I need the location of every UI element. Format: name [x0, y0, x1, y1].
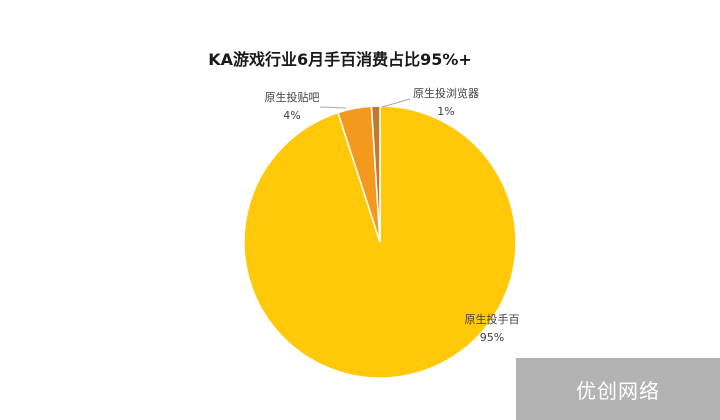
- leader-line: [381, 98, 411, 108]
- watermark: 优创网络: [516, 358, 720, 420]
- slice-value-label: 4%: [283, 109, 300, 122]
- slice-label: 原生投手百: [465, 312, 520, 326]
- pie-slice: [370, 105, 381, 243]
- slice-label: 原生投浏览器: [413, 86, 479, 100]
- data-labels: 原生投手百 95% 原生投贴吧 4% 原生投浏览器 1%: [265, 86, 520, 344]
- leader-lines: [319, 98, 411, 109]
- chart-title: KA游戏行业6月手百消费占比95%+: [208, 50, 472, 69]
- pie-slices: [243, 105, 517, 379]
- slice-label: 原生投贴吧: [265, 90, 320, 104]
- slice-value-label: 95%: [480, 331, 504, 344]
- slice-value-label: 1%: [437, 105, 454, 118]
- leader-line: [319, 106, 347, 109]
